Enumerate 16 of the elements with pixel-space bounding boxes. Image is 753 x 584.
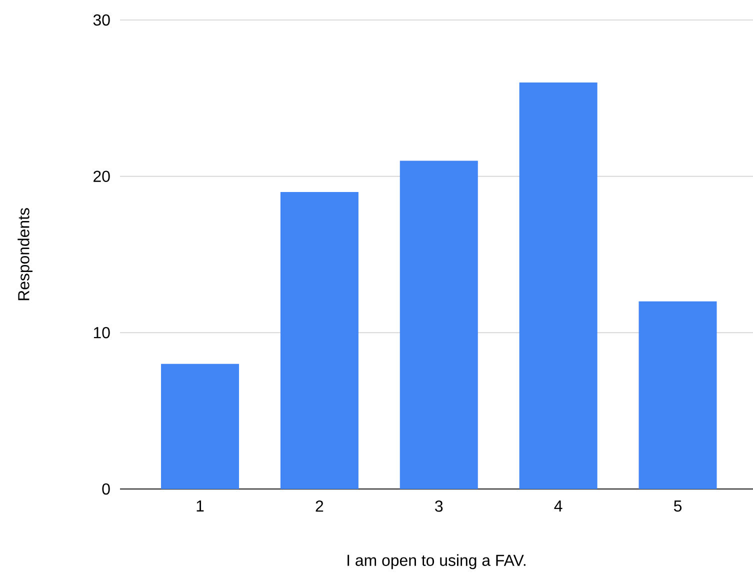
x-tick-label: 1 xyxy=(196,500,204,512)
bar xyxy=(519,82,598,489)
y-tick-label: 20 xyxy=(94,170,110,182)
y-tick-label: 30 xyxy=(93,14,110,26)
bar xyxy=(161,364,240,489)
y-tick-label: 0 xyxy=(102,483,110,495)
x-tick-label: 4 xyxy=(554,500,562,512)
y-tick-label: 10 xyxy=(94,327,110,338)
x-tick-label: 3 xyxy=(435,500,443,512)
x-axis-title: I am open to using a FAV. xyxy=(348,554,526,570)
bar xyxy=(638,301,717,489)
x-tick-label: 5 xyxy=(674,500,682,512)
bar xyxy=(280,192,358,489)
bar xyxy=(400,160,478,489)
x-tick-label: 2 xyxy=(316,500,324,512)
y-axis-title: Respondents xyxy=(18,208,32,300)
